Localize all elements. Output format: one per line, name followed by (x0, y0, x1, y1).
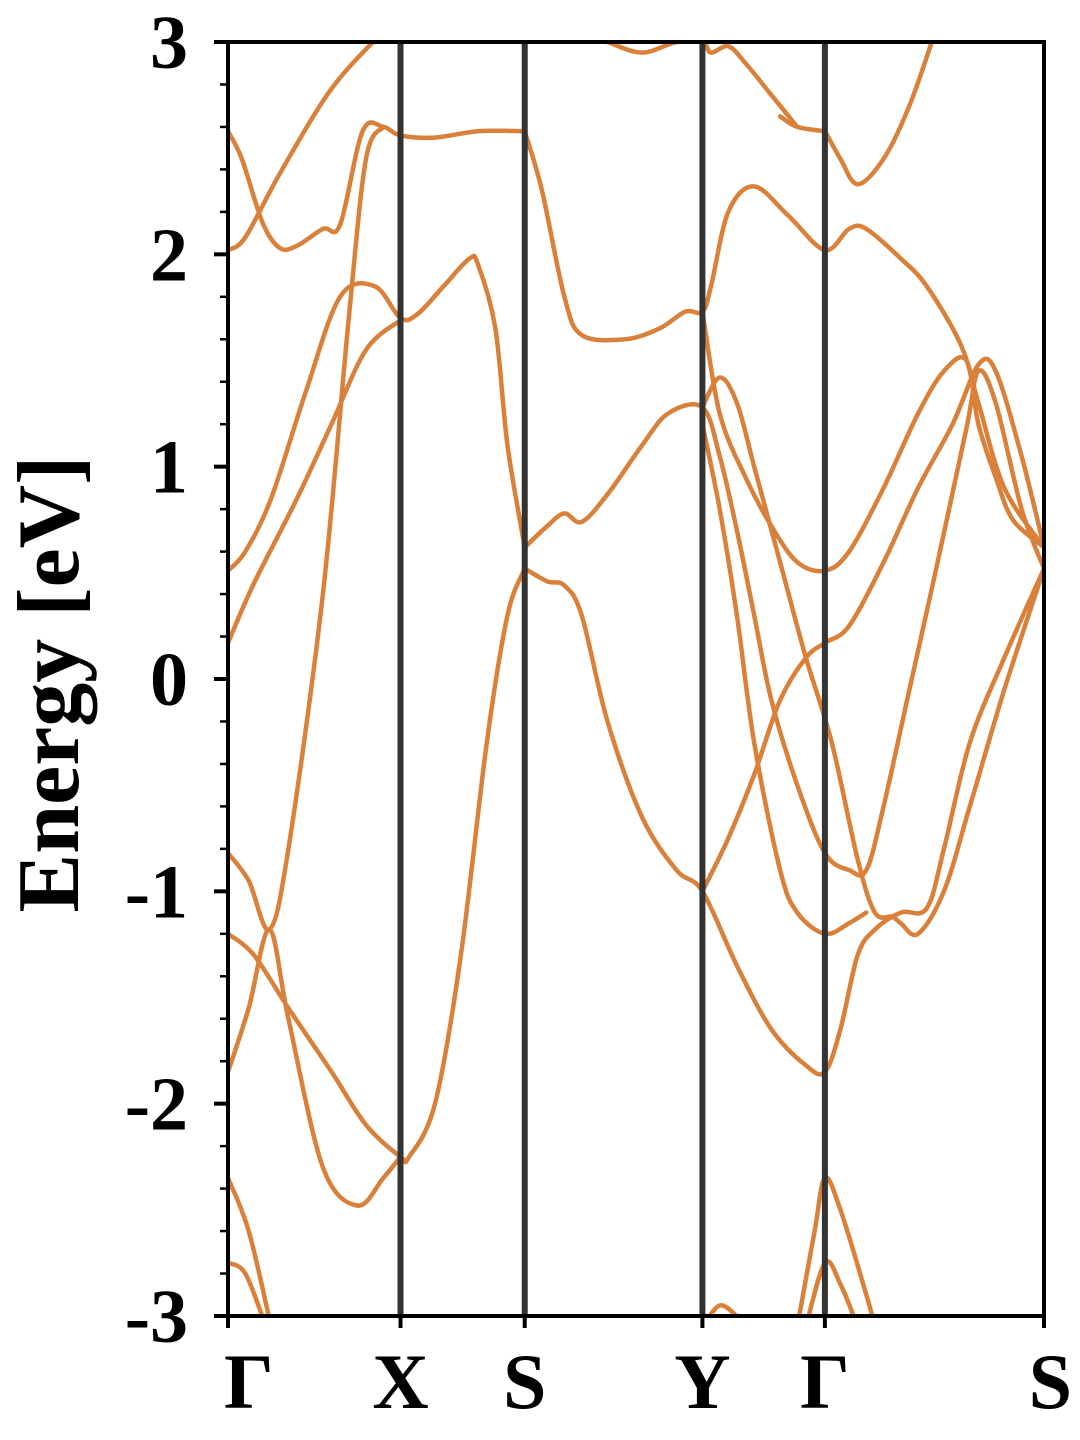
band-line-6 (228, 566, 527, 1165)
band-line-15 (700, 421, 869, 937)
band-line-17 (822, 42, 935, 187)
band-line-1 (228, 42, 377, 253)
band-line-20 (796, 1175, 875, 1316)
band-line-2 (228, 120, 527, 253)
kpoint-divider-lines (397, 42, 828, 1316)
y-tick-label: 1 (150, 426, 188, 510)
x-tick-label: X (372, 1338, 428, 1425)
y-tick-label: 3 (150, 1, 188, 85)
band-lines (228, 42, 1044, 1316)
plot-frame (226, 40, 1046, 1318)
band-line-19 (605, 42, 800, 130)
y-tick-label: 0 (150, 638, 188, 722)
y-tick-label: -3 (125, 1275, 188, 1359)
x-tick-label: S (503, 1338, 546, 1425)
band-line-9 (228, 1260, 265, 1316)
band-line-18 (777, 114, 828, 134)
band-line-4 (228, 317, 403, 646)
band-line-13 (700, 309, 1044, 574)
band-line-5 (228, 124, 386, 932)
band-line-11 (522, 368, 1044, 878)
x-tick-label: Γ (224, 1338, 274, 1425)
x-tick-label: Γ (800, 1338, 850, 1425)
band-line-14 (700, 375, 1044, 938)
band-line-10 (522, 128, 1044, 550)
band-line-3 (228, 253, 527, 573)
band-line-16 (700, 356, 1044, 894)
x-tick-label: S (1029, 1338, 1072, 1425)
band-line-22 (706, 1303, 740, 1316)
band-line-7 (228, 927, 403, 1208)
band-line-8 (228, 1175, 272, 1316)
y-axis-ticks: 3 2 1 0 -1 -2 -3 (125, 1, 228, 1359)
x-tick-label: Y (674, 1338, 730, 1425)
y-tick-label: -1 (125, 850, 188, 934)
y-tick-label: 2 (150, 213, 188, 297)
band-line-12 (522, 566, 1044, 1077)
y-axis-label: Energy [eV] (1, 456, 98, 913)
band-line-21 (806, 1259, 857, 1316)
y-tick-label: -2 (125, 1063, 188, 1147)
